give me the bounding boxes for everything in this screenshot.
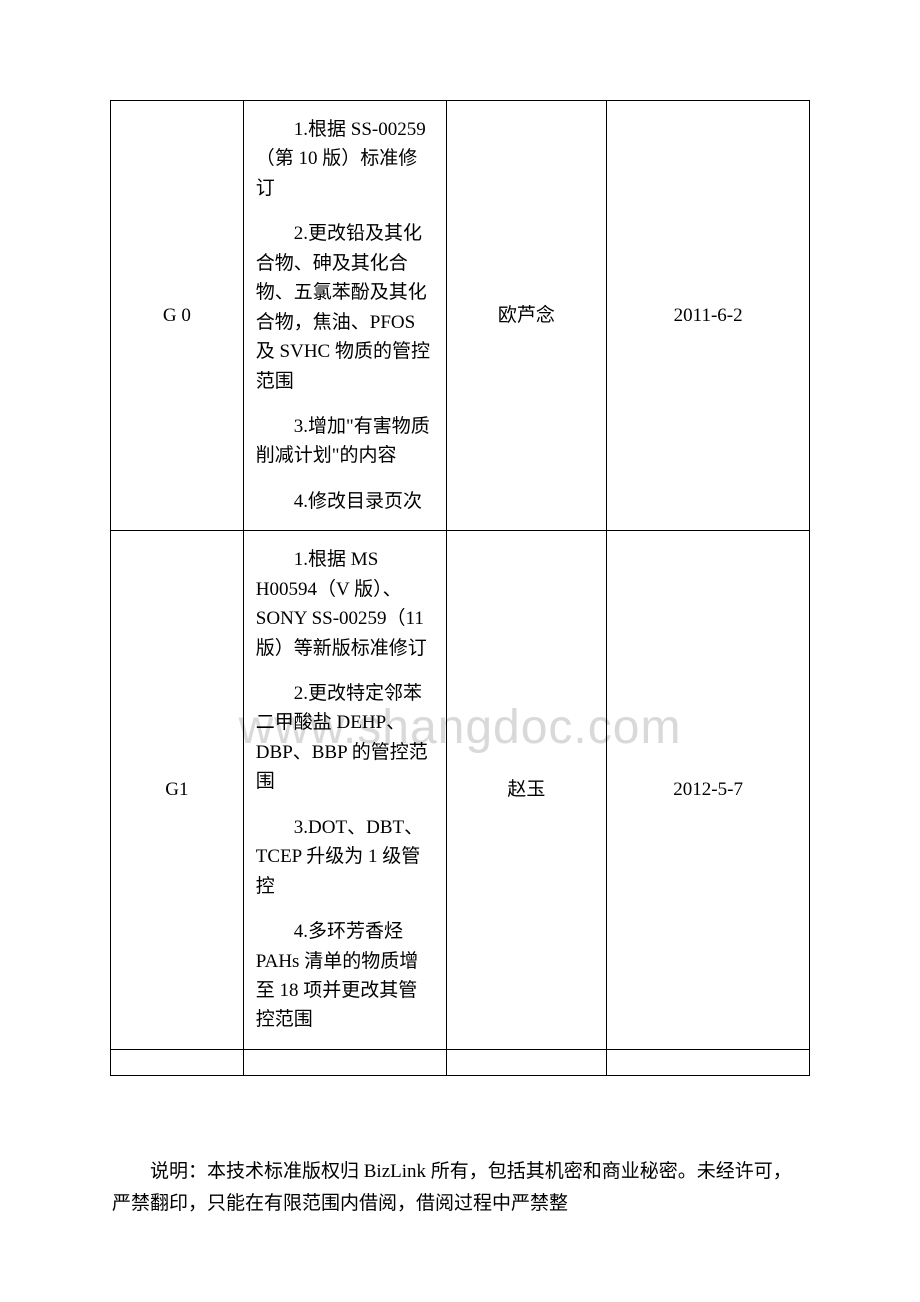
author-cell: 赵玉	[446, 531, 607, 1050]
change-item: 3.DOT、DBT、TCEP 升级为 1 级管控	[256, 813, 434, 901]
date-cell: 2011-6-2	[607, 101, 810, 531]
empty-cell	[607, 1049, 810, 1075]
table-empty-row	[111, 1049, 810, 1075]
table-row: G1 1.根据 MS H00594（V 版）、SONY SS-00259（11 …	[111, 531, 810, 1050]
change-item: 1.根据 SS-00259（第 10 版）标准修订	[256, 115, 434, 203]
change-item: 2.更改特定邻苯二甲酸盐 DEHP、DBP、BBP 的管控范围	[256, 679, 434, 797]
revision-table: G 0 1.根据 SS-00259（第 10 版）标准修订 2.更改铅及其化合物…	[110, 100, 810, 1076]
changes-cell: 1.根据 MS H00594（V 版）、SONY SS-00259（11 版）等…	[243, 531, 446, 1050]
version-cell: G1	[111, 531, 244, 1050]
change-item: 4.多环芳香烃 PAHs 清单的物质增至 18 项并更改其管控范围	[256, 917, 434, 1035]
empty-cell	[111, 1049, 244, 1075]
change-item: 1.根据 MS H00594（V 版）、SONY SS-00259（11 版）等…	[256, 545, 434, 663]
empty-cell	[446, 1049, 607, 1075]
changes-cell: 1.根据 SS-00259（第 10 版）标准修订 2.更改铅及其化合物、砷及其…	[243, 101, 446, 531]
table-row: G 0 1.根据 SS-00259（第 10 版）标准修订 2.更改铅及其化合物…	[111, 101, 810, 531]
change-item: 4.修改目录页次	[256, 487, 434, 516]
empty-cell	[243, 1049, 446, 1075]
footer-note: 说明：本技术标准版权归 BizLink 所有，包括其机密和商业秘密。未经许可，严…	[110, 1156, 810, 1221]
change-item: 2.更改铅及其化合物、砷及其化合物、五氯苯酚及其化合物，焦油、PFOS 及 SV…	[256, 219, 434, 396]
date-cell: 2012-5-7	[607, 531, 810, 1050]
author-cell: 欧芦念	[446, 101, 607, 531]
page-container: G 0 1.根据 SS-00259（第 10 版）标准修订 2.更改铅及其化合物…	[0, 0, 920, 1280]
version-cell: G 0	[111, 101, 244, 531]
change-item: 3.增加"有害物质削减计划"的内容	[256, 412, 434, 471]
